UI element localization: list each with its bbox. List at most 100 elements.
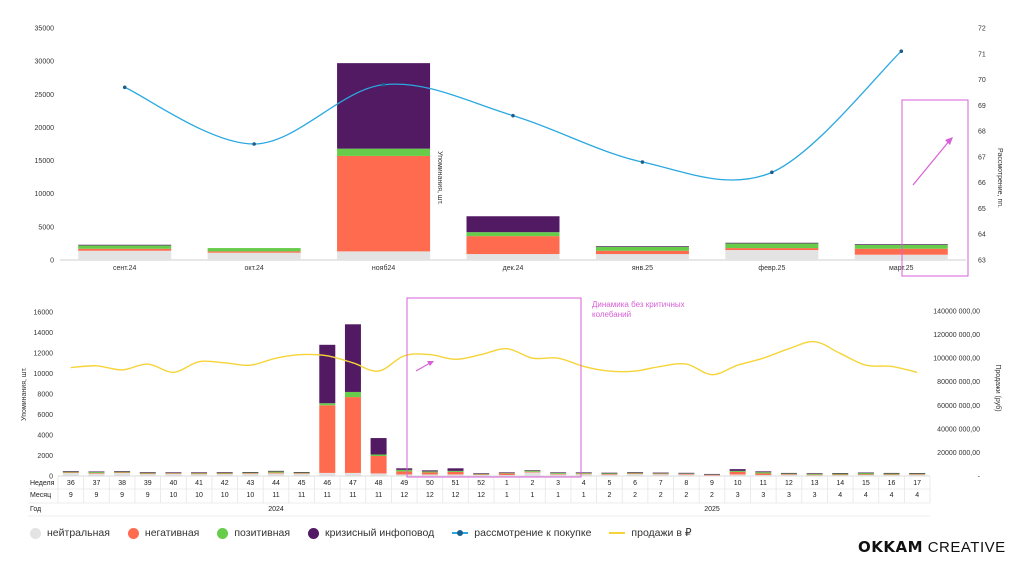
bar-segment xyxy=(242,473,259,474)
consideration-point xyxy=(252,142,256,146)
bar-segment xyxy=(78,248,172,251)
bar-segment xyxy=(344,391,361,398)
y-tick-label: 25000 xyxy=(35,92,55,99)
y2-tick-label: 20000 000,00 xyxy=(937,450,980,457)
month-cell: 2 xyxy=(607,492,611,499)
bar-segment xyxy=(191,472,208,474)
bar-segment xyxy=(854,244,948,249)
week-cell: 10 xyxy=(734,480,742,487)
x-tick-label: нояб24 xyxy=(372,264,395,272)
bar-segment xyxy=(421,470,438,472)
bar-segment xyxy=(755,472,772,474)
bar-segment xyxy=(498,472,515,474)
month-cell: 3 xyxy=(736,492,740,499)
week-cell: 49 xyxy=(400,480,408,487)
bar-segment xyxy=(207,248,301,252)
month-cell: 11 xyxy=(324,492,331,499)
bar-segment xyxy=(319,405,336,473)
bar-segment xyxy=(88,473,105,476)
bar-segment xyxy=(191,473,208,475)
bar-segment xyxy=(857,474,874,475)
bar-segment xyxy=(337,148,431,156)
y2-tick-label: 140000 000,00 xyxy=(933,309,980,316)
week-cell: 8 xyxy=(684,480,688,487)
bar-segment xyxy=(421,471,438,473)
month-cell: 3 xyxy=(813,492,817,499)
bar-segment xyxy=(78,245,172,249)
bar-segment xyxy=(725,248,819,251)
y-tick-label: 12000 xyxy=(34,351,54,358)
bar-segment xyxy=(729,469,746,471)
bar-segment xyxy=(755,471,772,473)
sales-line xyxy=(70,340,918,376)
bar-segment xyxy=(854,244,948,245)
bar-segment xyxy=(268,473,284,476)
bar-segment xyxy=(652,474,669,476)
month-cell: 9 xyxy=(95,492,99,499)
bar-segment xyxy=(854,254,948,260)
consideration-point xyxy=(122,85,127,90)
month-cell: 1 xyxy=(531,492,535,499)
legend-item-crisis: кризисный инфоповод xyxy=(308,527,434,539)
bar-segment xyxy=(498,472,515,473)
month-cell: 9 xyxy=(69,492,73,499)
week-cell: 11 xyxy=(760,480,767,487)
bar-segment xyxy=(595,254,689,260)
bar-segment xyxy=(139,473,156,475)
bar-segment xyxy=(857,474,874,476)
legend-label-consideration: рассмотрение к покупке xyxy=(474,527,592,539)
bar-segment xyxy=(473,474,490,476)
trend-arrow xyxy=(415,362,431,372)
week-cell: 5 xyxy=(607,480,611,487)
bar-segment xyxy=(678,473,695,474)
legend-item-neutral: нейтральная xyxy=(30,527,110,539)
bar-segment xyxy=(627,473,644,475)
y2-tick-label: 60000 000,00 xyxy=(937,403,980,410)
bar-segment xyxy=(293,472,310,474)
bar-segment xyxy=(114,471,131,472)
bar-segment xyxy=(857,472,874,474)
bar-segment xyxy=(337,155,431,252)
legend-swatch-neutral xyxy=(30,527,41,539)
bar-segment xyxy=(370,438,387,455)
legend-swatch-negative xyxy=(127,527,139,539)
y2-tick-label: 40000 000,00 xyxy=(937,426,980,433)
annotation-line-2: колебаний xyxy=(592,310,632,319)
y2-tick-label: 72 xyxy=(978,26,986,33)
y-tick-label: 30000 xyxy=(35,59,55,66)
bar-segment xyxy=(883,474,900,476)
bar-segment xyxy=(678,474,695,476)
bar-segment xyxy=(139,472,156,473)
bar-segment xyxy=(883,473,900,475)
y2-tick-label: 100000 000,00 xyxy=(933,356,980,363)
bar-segment xyxy=(780,472,797,474)
year-cell: 2025 xyxy=(704,506,720,513)
monthly-mentions-chart: 0 5000 10000 15000 20000 25000 30000 35000 63 64 6… xyxy=(35,26,1003,277)
week-cell: 14 xyxy=(836,480,844,487)
week-cell: 42 xyxy=(221,480,229,487)
y-tick-label: 6000 xyxy=(37,412,53,419)
month-cell: 11 xyxy=(349,492,356,499)
trend-arrow-head xyxy=(945,137,953,145)
consideration-point xyxy=(770,170,774,175)
week-cell: 38 xyxy=(118,480,126,487)
trend-arrow-head xyxy=(427,361,434,366)
consideration-point xyxy=(899,49,904,53)
bar-segment xyxy=(832,473,849,475)
y2-tick-label: 67 xyxy=(978,154,986,161)
annotation-line-1: Динамика без критичных xyxy=(592,300,685,309)
bar-segment xyxy=(575,472,592,474)
bar-segment xyxy=(242,473,259,476)
y-tick-label: 5000 xyxy=(38,224,54,231)
bar-segment xyxy=(114,472,131,476)
month-cell: 4 xyxy=(890,492,894,499)
y2-tick-label: 71 xyxy=(978,51,986,58)
week-cell: 43 xyxy=(246,480,254,487)
bar-segment xyxy=(652,472,669,474)
bar-segment xyxy=(396,471,413,475)
bar-segment xyxy=(729,474,746,476)
bar-segment xyxy=(806,473,823,474)
bar-segment xyxy=(466,254,560,260)
bar-segment xyxy=(473,473,490,475)
bar-segment xyxy=(832,474,849,476)
